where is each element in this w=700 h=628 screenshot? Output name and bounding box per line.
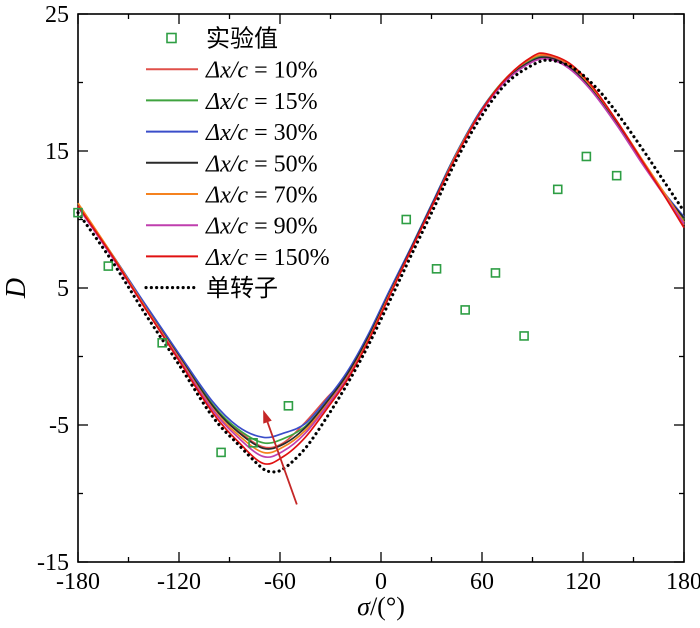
scatter-point-experimental	[431, 264, 442, 274]
annotation-arrow-head	[263, 409, 272, 424]
x-tick-label: -60	[264, 569, 296, 595]
x-tick-label: -120	[157, 569, 201, 595]
scatter-point-experimental	[490, 268, 501, 278]
legend-marker-experimental	[166, 32, 177, 44]
scatter-point-experimental	[581, 151, 592, 162]
x-tick-label: 60	[470, 569, 494, 595]
scatter-point-experimental	[519, 331, 529, 341]
series-line-dx50	[77, 56, 685, 450]
legend-label-dx50: Δx/c = 50%	[205, 151, 318, 177]
y-axis-title: D	[1, 277, 32, 299]
x-tick-label: 120	[565, 569, 601, 595]
legend-label-dx30: Δx/c = 30%	[205, 120, 318, 146]
scatter-point-experimental	[248, 438, 258, 448]
scatter-point-experimental	[401, 214, 412, 225]
scatter-point-experimental	[73, 207, 83, 218]
scatter-point-experimental	[157, 337, 167, 348]
series-line-dx90	[77, 57, 685, 459]
legend-label-dx90: Δx/c = 90%	[205, 214, 318, 240]
series-line-dx30	[77, 56, 685, 439]
legend-label-experimental: 实验值	[206, 26, 278, 53]
series-line-dx150	[77, 52, 685, 465]
y-tick-label: -15	[37, 550, 69, 576]
plot-box	[77, 13, 685, 563]
scatter-point-experimental	[216, 447, 226, 458]
x-axis-title: σ/(°)	[78, 592, 684, 622]
x-tick-label: 180	[666, 569, 700, 595]
series-line-dx10	[77, 55, 685, 449]
x-axis-title-units: /(°)	[369, 592, 405, 621]
series-line-dx15	[77, 55, 685, 445]
y-tick-label: -5	[49, 413, 69, 439]
annotation-arrow-line	[265, 417, 298, 505]
legend-label-dx70: Δx/c = 70%	[205, 183, 318, 209]
series-line-dx70	[77, 53, 685, 454]
x-tick-label: 0	[375, 569, 387, 595]
scatter-point-experimental	[460, 305, 470, 315]
legend-label-single-rotor: 单转子	[206, 275, 278, 302]
y-tick-label: 15	[45, 139, 69, 165]
series-line-single-rotor	[76, 58, 686, 474]
x-axis-title-symbol: σ	[357, 592, 370, 621]
x-tick-label: -180	[56, 569, 100, 595]
scatter-point-experimental	[103, 261, 114, 271]
scatter-point-experimental	[552, 184, 563, 195]
y-tick-label: 5	[57, 276, 69, 302]
scatter-point-experimental	[611, 170, 622, 181]
scatter-point-experimental	[283, 401, 294, 411]
y-tick-label: 25	[45, 2, 69, 28]
legend-label-dx15: Δx/c = 15%	[205, 89, 318, 115]
legend-label-dx150: Δx/c = 150%	[205, 245, 330, 271]
legend-label-dx10: Δx/c = 10%	[205, 58, 318, 84]
